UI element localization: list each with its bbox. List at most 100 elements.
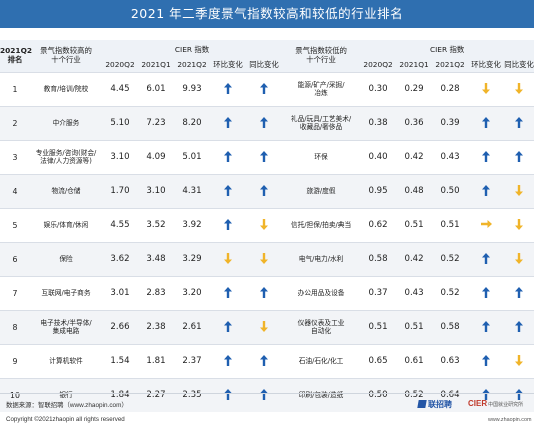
high-tb-cell	[246, 173, 283, 208]
data-source: 数据来源：智联招聘（www.zhaopin.com）	[6, 402, 128, 409]
low-2021q2-cell: 0.43	[432, 139, 469, 174]
high-2021q1-cell: 2.27	[138, 377, 174, 412]
arrow-up-icon	[482, 388, 491, 400]
low-tb-cell	[504, 139, 534, 174]
header-left-hb: 环比变化	[210, 60, 246, 72]
high-tb-cell	[246, 207, 283, 242]
table-row: 5 娱乐/体育/休闲 4.55 3.52 3.92 信托/担保/拍卖/典当 0.62 0.51…	[0, 207, 534, 242]
low-industry-cell: 旅游/度假	[282, 173, 361, 208]
table-row: 4 物流/仓储 1.70 3.10 4.31 旅游/度假 0.95 0.48 0.50	[0, 173, 534, 208]
table-row: 1 教育/培训/院校 4.45 6.01 9.93 能源/矿产/采掘/ 冶炼 0.30 0.2…	[0, 71, 534, 106]
low-2021q2-cell: 0.58	[432, 309, 469, 344]
arrow-right-icon	[480, 220, 492, 228]
low-2021q1-cell: 0.52	[396, 377, 433, 412]
high-hb-cell	[210, 71, 246, 106]
low-2021q2-cell: 0.39	[432, 105, 469, 140]
low-tb-cell	[504, 105, 534, 140]
low-2021q2-cell: 0.63	[432, 343, 469, 378]
high-industry-cell: 保险	[30, 241, 102, 276]
high-hb-cell	[210, 377, 246, 412]
low-2021q1-cell: 0.61	[396, 343, 433, 378]
high-tb-cell	[246, 139, 283, 174]
rank-cell: 8	[0, 309, 30, 344]
arrow-up-icon	[482, 116, 491, 128]
low-2020q1-cell: 0.62	[360, 207, 397, 242]
low-2020q1-cell: 0.30	[360, 71, 397, 106]
high-2021q2-cell: 3.92	[174, 207, 210, 242]
high-2021q1-cell: 2.83	[138, 275, 174, 310]
header-low-industry-text: 景气指数较低的 十个行业	[295, 45, 347, 64]
arrow-down-icon	[224, 252, 232, 264]
low-industry-cell: 能源/矿产/采掘/ 冶炼	[282, 71, 361, 106]
rank-cell: 9	[0, 343, 30, 378]
header-left-tb: 同比变化	[246, 60, 283, 72]
arrow-up-icon	[260, 116, 269, 128]
arrow-up-icon	[515, 150, 524, 162]
arrow-up-icon	[260, 150, 269, 162]
low-tb-cell	[504, 343, 534, 378]
low-2020q1-cell: 0.65	[360, 343, 397, 378]
arrow-down-icon	[515, 184, 524, 196]
arrow-up-icon	[482, 286, 491, 298]
low-hb-cell	[468, 173, 505, 208]
low-2021q2-cell: 0.52	[432, 275, 469, 310]
high-industry-cell: 互联网/电子商务	[30, 275, 102, 310]
low-2020q1-cell: 0.37	[360, 275, 397, 310]
arrow-up-icon	[224, 150, 232, 162]
arrow-up-icon	[515, 388, 524, 400]
rank-cell: 3	[0, 139, 30, 174]
header-rank-text: 2021Q2 排名	[0, 45, 32, 64]
header-right-tb: 同比变化	[504, 60, 534, 72]
low-tb-cell	[504, 377, 534, 412]
high-tb-cell	[246, 71, 283, 106]
arrow-up-icon	[482, 184, 491, 196]
arrow-down-icon	[515, 218, 524, 230]
arrow-up-icon	[224, 388, 232, 400]
high-hb-cell	[210, 139, 246, 174]
arrow-up-icon	[224, 82, 232, 94]
low-industry-cell: 信托/担保/拍卖/典当	[282, 207, 361, 242]
table-row: 6 保险 3.62 3.48 3.29 电气/电力/水利 0.58 0.42 0.52	[0, 241, 534, 276]
header-low-industry: 景气指数较低的 十个行业	[282, 40, 361, 72]
low-2021q1-cell: 0.48	[396, 173, 433, 208]
header-high-industry-text: 景气指数较高的 十个行业	[40, 45, 92, 64]
arrow-up-icon	[224, 184, 232, 196]
low-hb-cell	[468, 241, 505, 276]
header-right-cier: CIER 指数	[360, 40, 534, 60]
table-row: 8 电子技术/半导体/ 集成电路 2.66 2.38 2.61 仪器仪表及工业 自动化 0.…	[0, 309, 534, 344]
low-hb-cell	[468, 343, 505, 378]
high-industry-cell: 电子技术/半导体/ 集成电路	[30, 309, 102, 344]
low-2021q2-cell: 0.64	[432, 377, 469, 412]
high-2021q2-cell: 3.29	[174, 241, 210, 276]
arrow-up-icon	[224, 320, 232, 332]
low-2020q1-cell: 0.58	[360, 241, 397, 276]
low-hb-cell	[468, 71, 505, 106]
high-hb-cell	[210, 173, 246, 208]
cier-logo: CIER中国就业研究所	[468, 399, 523, 408]
high-2020q2-cell: 1.70	[102, 173, 138, 208]
high-2020q2-cell: 2.66	[102, 309, 138, 344]
low-industry-cell: 礼品/玩具/工艺美术/ 收藏品/奢侈品	[282, 105, 361, 140]
high-2021q1-cell: 3.48	[138, 241, 174, 276]
arrow-up-icon	[224, 354, 232, 366]
cier-logo-text: CIER	[468, 399, 488, 408]
arrow-up-icon	[515, 320, 524, 332]
low-tb-cell	[504, 309, 534, 344]
industry-ranking-table: 2021Q2 排名 景气指数较高的 十个行业 CIER 指数 景气指数较低的 十…	[0, 40, 534, 412]
high-industry-cell: 物流/仓储	[30, 173, 102, 208]
high-hb-cell	[210, 343, 246, 378]
header-right-2020q1: 2020Q2	[360, 60, 397, 72]
high-industry-cell: 专业服务/咨询(财会/ 法律/人力资源等)	[30, 139, 102, 174]
header-left-2021q1: 2021Q1	[138, 60, 174, 72]
high-tb-cell	[246, 105, 283, 140]
arrow-up-icon	[260, 82, 269, 94]
header-left-2021q2: 2021Q2	[174, 60, 210, 72]
low-hb-cell	[468, 309, 505, 344]
low-tb-cell	[504, 241, 534, 276]
high-2021q2-cell: 9.93	[174, 71, 210, 106]
arrow-up-icon	[260, 286, 269, 298]
low-2021q1-cell: 0.43	[396, 275, 433, 310]
high-2020q2-cell: 3.10	[102, 139, 138, 174]
zhaopin-logo: 联招聘	[417, 399, 452, 410]
high-tb-cell	[246, 377, 283, 412]
